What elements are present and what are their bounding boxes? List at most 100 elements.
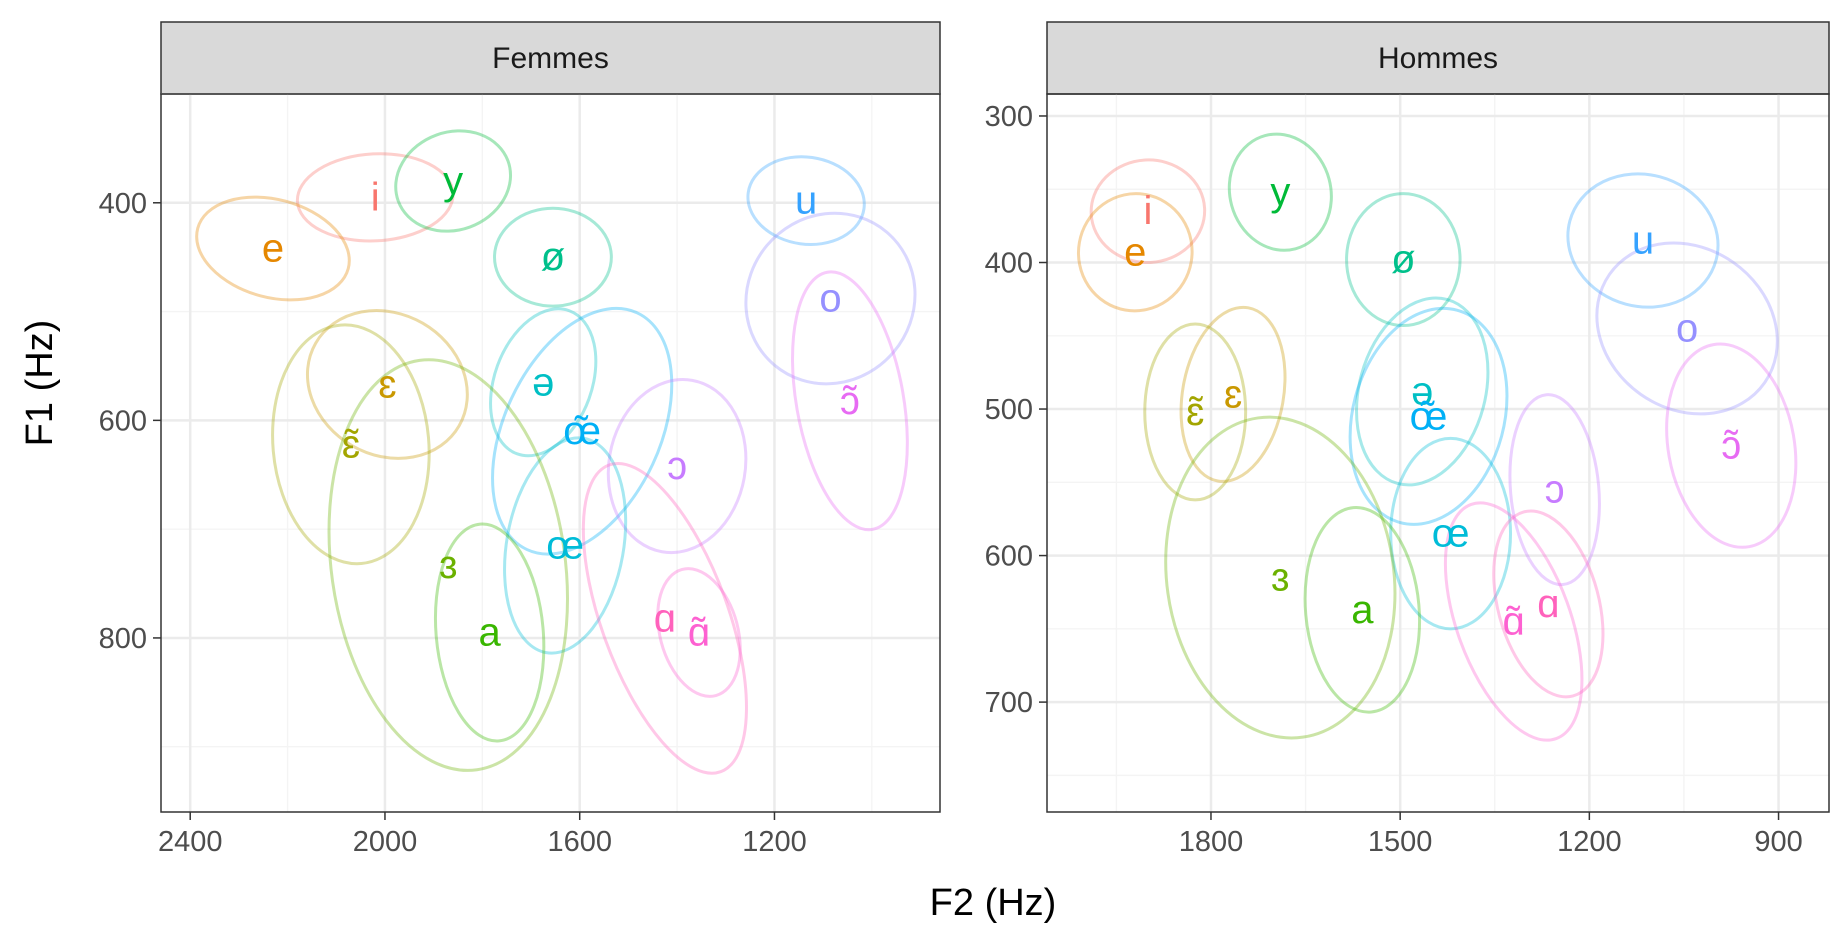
panel-border <box>1046 93 1830 813</box>
strip-background <box>1046 21 1830 95</box>
ellipse-ɑ̃ <box>1443 501 1584 742</box>
vowel-label: ɔ <box>667 444 687 488</box>
ellipse-ɑ <box>1492 509 1605 699</box>
y-tick-label: 300 <box>985 101 1033 133</box>
ellipse-œ <box>1389 436 1513 631</box>
vowel-label: e <box>1124 230 1146 274</box>
x-tick-label: 900 <box>1754 826 1802 858</box>
ellipse-ɔ̃ <box>1665 342 1798 549</box>
y-tick-label: 500 <box>985 394 1033 426</box>
vowel-label: e <box>262 226 284 270</box>
ellipse-ø <box>493 206 613 308</box>
vowel-label: œ <box>546 523 584 567</box>
ellipse-y <box>1227 132 1333 252</box>
vowel-label: a <box>1351 588 1374 632</box>
ellipses <box>1076 132 1798 742</box>
vowel-label: i <box>371 175 380 219</box>
ellipse-ɛ <box>1179 305 1287 483</box>
ellipse-ɔ <box>1508 393 1601 587</box>
ellipse-ɔ̃ <box>791 270 909 532</box>
ellipse-ə <box>1355 296 1490 487</box>
x-tick-label: 1800 <box>1179 826 1244 858</box>
vowel-label: ɛ <box>1224 372 1242 416</box>
vowel-label: ɛ̃ <box>342 422 360 466</box>
ellipse-y <box>394 129 513 233</box>
ellipse-œ <box>503 436 628 655</box>
ellipse-ɔ <box>606 378 748 555</box>
ellipse-ɜ <box>1164 415 1397 740</box>
vowel-label: i <box>1143 189 1152 233</box>
y-axis-ticks: 300 400 500 600 700 <box>985 101 1047 719</box>
vowel-label: œ̃ <box>1410 394 1448 438</box>
ellipse-ɛ̃ <box>271 323 431 566</box>
vowel-label: u <box>1632 219 1654 263</box>
x-axis-ticks: 2400 2000 1600 1200 <box>158 812 807 858</box>
x-tick-label: 2400 <box>158 826 223 858</box>
panel-border <box>160 93 941 813</box>
x-tick-label: 1200 <box>742 826 807 858</box>
vowel-label: ø <box>1391 238 1415 282</box>
vowel-label: ɔ <box>1545 468 1565 512</box>
x-tick-label: 1600 <box>547 826 612 858</box>
vowel-label: œ <box>1432 512 1470 556</box>
panel-hommes: Hommes i y e ø uo ɛ ə ɛ̃ œ̃ ɔ̃ ɔ œ ɜ a ɑ ɑ̃ 1800 1500 120… <box>985 21 1830 858</box>
ellipse-i <box>295 152 455 243</box>
vowel-label: y <box>1270 170 1290 214</box>
ellipse-u <box>1566 172 1720 309</box>
ellipses <box>195 129 917 775</box>
vowel-label: o <box>819 277 841 321</box>
vowel-label: ɑ̃ <box>688 611 710 655</box>
vowel-labels: i y e ø uo ɛ ə ɛ̃ œ̃ ɔ̃ ɔ œ ɜ a ɑ ɑ̃ <box>1124 170 1741 643</box>
y-tick-label: 400 <box>985 248 1033 280</box>
x-axis-ticks: 1800 1500 1200 900 <box>1179 812 1803 858</box>
vowel-label: ɑ̃ <box>1503 600 1525 644</box>
ellipse-e <box>195 195 351 302</box>
ellipse-e <box>1076 192 1194 313</box>
panel-title: Hommes <box>1378 42 1498 75</box>
y-axis-title: F1 (Hz) <box>19 320 61 447</box>
panel-femmes: Femmes i y e ø u o ɛ ə ɔ̃ ɛ̃ œ̃ ɔ œ ɜa ɑ ɑ̃ 2400 2000 160… <box>99 21 941 858</box>
vowel-label: ə <box>532 360 554 404</box>
x-tick-label: 1200 <box>1557 826 1622 858</box>
ellipse-ɑ̃ <box>656 567 742 698</box>
ellipse-a <box>1303 505 1422 714</box>
x-tick-label: 2000 <box>353 826 418 858</box>
ellipse-i <box>1089 158 1207 265</box>
vowel-label: ø <box>541 235 565 279</box>
y-axis-ticks: 400 600 800 <box>99 188 161 655</box>
ellipse-ɛ <box>305 309 469 460</box>
vowel-label: ɑ <box>654 596 676 640</box>
ellipse-ə <box>489 307 598 458</box>
y-tick-label: 600 <box>99 405 147 437</box>
ellipse-œ̃ <box>491 306 674 556</box>
strip-background <box>160 21 941 95</box>
y-tick-label: 400 <box>99 188 147 220</box>
vowel-label: o <box>1676 306 1698 350</box>
vowel-label: ɜ <box>1271 556 1289 600</box>
grid <box>161 93 940 812</box>
vowel-label: ɛ <box>378 362 396 406</box>
ellipse-o <box>1595 241 1779 416</box>
vowel-label: ɜ <box>439 543 457 587</box>
vowel-label: ɑ <box>1537 582 1559 626</box>
vowel-label: ə <box>1411 369 1433 413</box>
vowel-label: œ̃ <box>563 409 601 453</box>
grid <box>1047 94 1829 812</box>
ellipse-ɜ <box>327 358 569 772</box>
ellipse-u <box>746 155 866 246</box>
vowel-label: y <box>443 159 463 203</box>
vowel-label: ɔ̃ <box>1721 424 1741 468</box>
y-tick-label: 700 <box>985 687 1033 719</box>
vowel-label: u <box>795 179 817 223</box>
vowel-label: ɛ̃ <box>1186 390 1204 434</box>
ellipse-ɛ̃ <box>1143 322 1248 502</box>
ellipse-ɑ <box>581 461 748 775</box>
ellipse-ø <box>1345 192 1462 328</box>
ellipse-a <box>433 522 546 743</box>
y-tick-label: 600 <box>985 541 1033 573</box>
x-tick-label: 1500 <box>1368 826 1433 858</box>
y-tick-label: 800 <box>99 623 147 655</box>
panel-title: Femmes <box>492 42 609 75</box>
